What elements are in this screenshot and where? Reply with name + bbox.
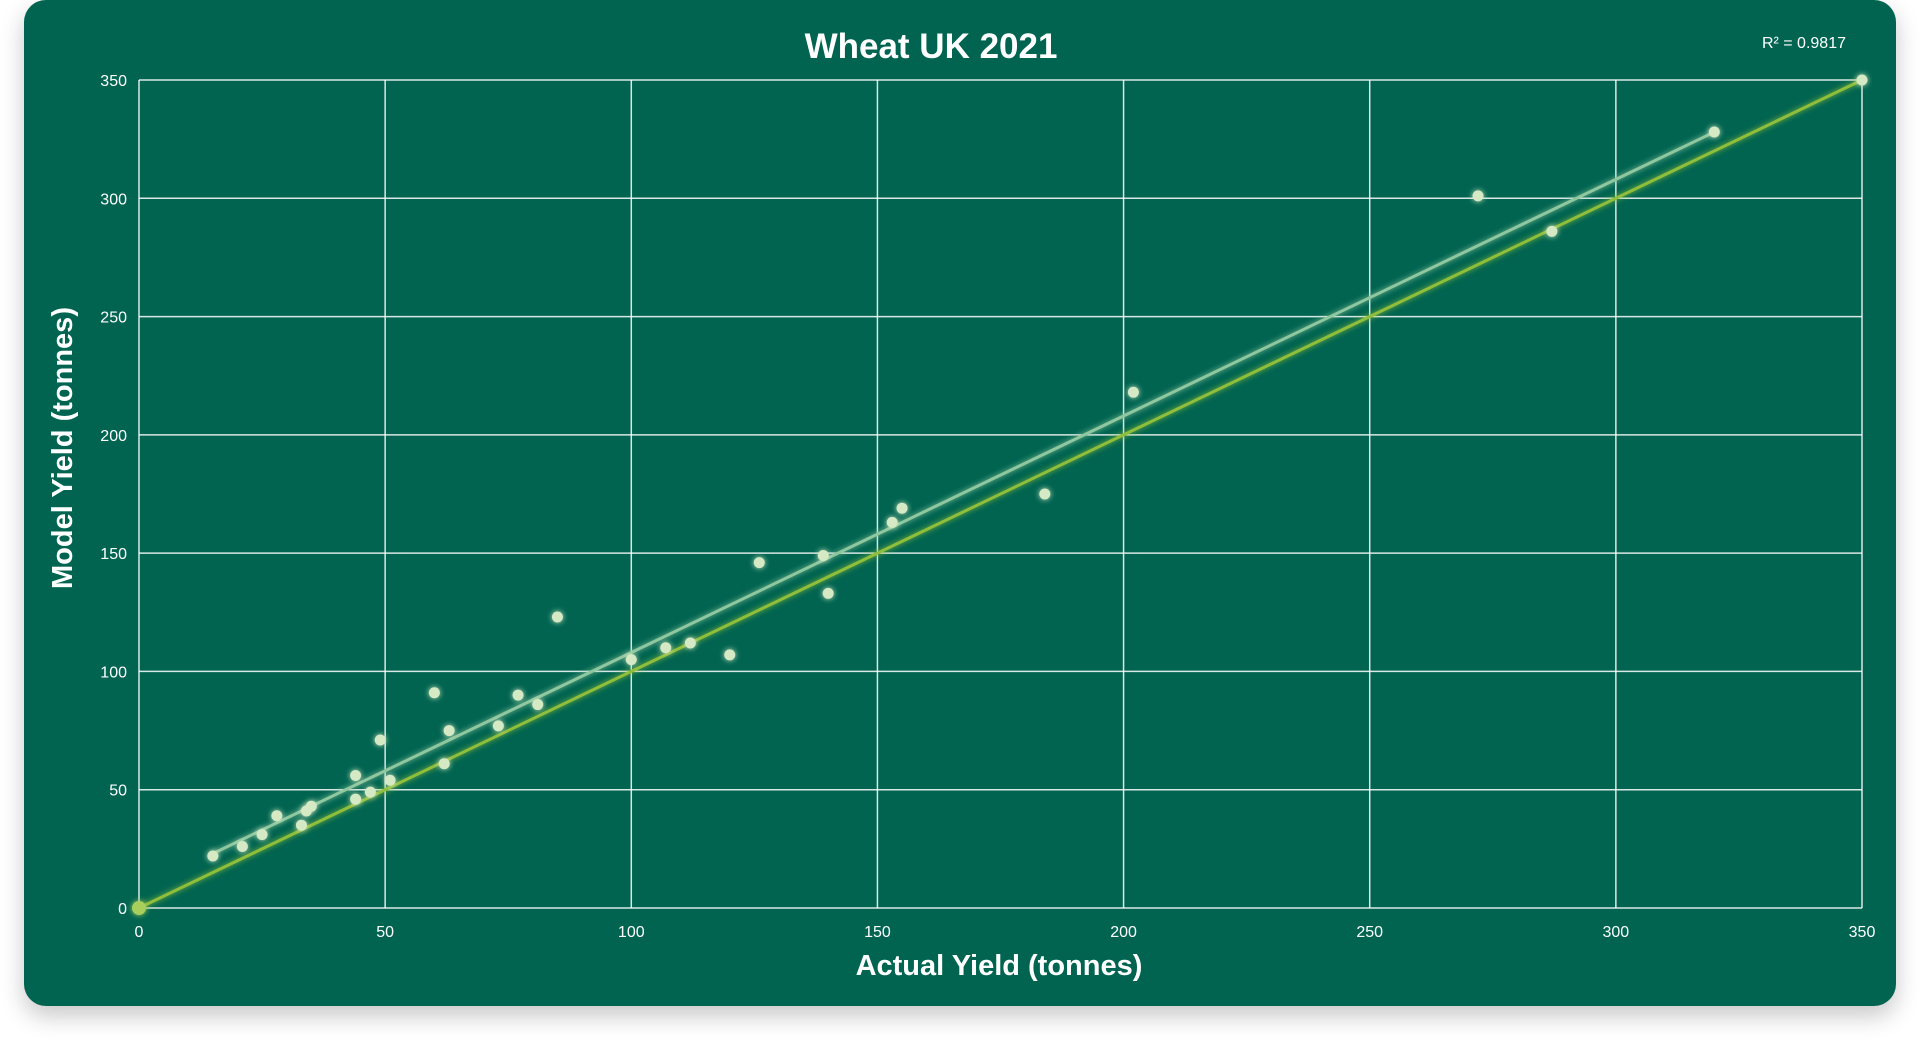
x-tick-label: 250 [1356, 924, 1383, 941]
y-axis-label: Model Yield (tonnes) [47, 307, 79, 589]
data-point [384, 774, 396, 786]
trend-lines [138, 78, 1863, 910]
data-point [753, 557, 765, 569]
data-point [822, 587, 834, 599]
x-tick-label: 350 [1849, 924, 1876, 941]
data-point [896, 502, 908, 514]
data-point [1546, 225, 1558, 237]
data-point [350, 793, 362, 805]
x-tick-labels: 0 50 100 150 200 250 300 350 [135, 924, 1876, 941]
data-point [438, 758, 450, 770]
data-point [295, 819, 307, 831]
data-points [132, 74, 1868, 915]
data-point [660, 642, 672, 654]
x-tick-label: 100 [618, 924, 645, 941]
y-tick-label: 0 [118, 901, 127, 918]
data-point [132, 901, 146, 915]
data-point [374, 734, 386, 746]
data-point [428, 687, 440, 699]
r-squared-annotation: R² = 0.9817 [1762, 35, 1846, 52]
y-tick-label: 50 [109, 783, 127, 800]
y-tick-label: 150 [100, 546, 127, 563]
x-axis-label: Actual Yield (tonnes) [856, 950, 1143, 982]
y-tick-label: 300 [100, 191, 127, 208]
data-point [886, 516, 898, 528]
data-point [551, 611, 563, 623]
y-tick-labels: 0 50 100 150 200 250 300 350 [100, 73, 127, 918]
data-point [305, 800, 317, 812]
x-tick-label: 200 [1110, 924, 1137, 941]
trend-line [212, 130, 1715, 855]
data-point [207, 850, 219, 862]
data-point [532, 699, 544, 711]
x-tick-label: 0 [135, 924, 144, 941]
data-point [1708, 126, 1720, 138]
x-tick-label: 300 [1603, 924, 1630, 941]
scatter-chart: 0 50 100 150 200 250 300 350 0 50 100 150 200 250 300… [47, 27, 1876, 982]
grid-lines [138, 79, 1863, 909]
data-point [724, 649, 736, 661]
data-point [443, 725, 455, 737]
data-point [492, 720, 504, 732]
y-tick-label: 350 [100, 73, 127, 90]
data-point [271, 810, 283, 822]
data-point [364, 786, 376, 798]
y-tick-label: 250 [100, 310, 127, 327]
x-tick-label: 150 [864, 924, 891, 941]
data-point [350, 770, 362, 782]
data-point [1127, 386, 1139, 398]
x-tick-label: 50 [376, 924, 394, 941]
data-point [256, 829, 268, 841]
data-point [625, 654, 637, 666]
identity-line [138, 78, 1863, 910]
data-point [817, 550, 829, 562]
data-point [512, 689, 524, 701]
data-point [1472, 190, 1484, 202]
data-point [1039, 488, 1051, 500]
chart-card: 0 50 100 150 200 250 300 350 0 50 100 150 200 250 300… [24, 0, 1896, 1006]
y-tick-label: 200 [100, 428, 127, 445]
data-point [1856, 74, 1868, 86]
chart-title: Wheat UK 2021 [805, 27, 1058, 66]
y-tick-label: 100 [100, 664, 127, 681]
data-point [236, 840, 248, 852]
data-point [684, 637, 696, 649]
